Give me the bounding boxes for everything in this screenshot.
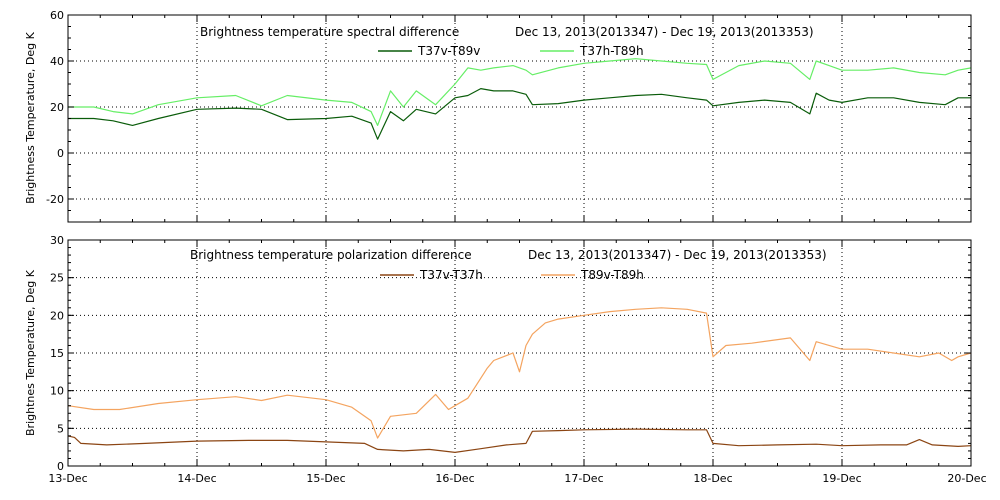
- spectral-plot-frame: [67, 14, 972, 223]
- polarization-legend: T37v-T37h T89v-T89h: [380, 268, 644, 282]
- xtick-label: 16-Dec: [435, 472, 474, 485]
- polarization-grid: [68, 240, 971, 466]
- legend-label-t37h-t89h: T37h-T89h: [579, 44, 644, 58]
- polarization-y-ticks: 0 5 10 15 20 25 30: [50, 234, 972, 473]
- polarization-date-range: Dec 13, 2013(2013347) - Dec 19, 2013(201…: [528, 248, 827, 262]
- polarization-ytick-label: 25: [50, 272, 64, 285]
- polarization-ytick-label: 0: [57, 460, 64, 473]
- x-tick-labels: 13-Dec 14-Dec 15-Dec 16-Dec 17-Dec 18-Dec 19-D…: [48, 472, 986, 485]
- xtick-label: 14-Dec: [177, 472, 216, 485]
- polarization-ytick-label: 10: [50, 385, 64, 398]
- spectral-y-axis-label: Brightness Temperature, Deg K: [24, 31, 37, 203]
- polarization-ytick-label: 15: [50, 347, 64, 360]
- legend-label-t89v-t89h: T89v-T89h: [580, 268, 644, 282]
- spectral-ytick-label: 40: [50, 55, 64, 68]
- xtick-label: 18-Dec: [693, 472, 732, 485]
- polarization-panel: 0 5 10 15 20 25 30 Brightness temperature pola…: [24, 234, 987, 485]
- polarization-plot-frame: [67, 239, 972, 467]
- spectral-legend: T37v-T89v T37h-T89h: [378, 44, 644, 58]
- polarization-series: [67, 307, 972, 453]
- polarization-title: Brightness temperature polarization diff…: [190, 248, 472, 262]
- polarization-ytick-label: 20: [50, 309, 64, 322]
- series-line-t37v-t89v: [68, 87, 971, 140]
- polarization-y-axis-label: Brightnes Temperature, Deg K: [24, 269, 37, 436]
- series-line-t37h-t89h: [68, 58, 972, 127]
- xtick-label: 19-Dec: [822, 472, 861, 485]
- xtick-label: 17-Dec: [564, 472, 603, 485]
- xtick-label: 15-Dec: [306, 472, 345, 485]
- spectral-y-ticks: -20 0 20 40 60: [46, 9, 972, 223]
- spectral-ytick-label: 0: [57, 147, 64, 160]
- spectral-date-range: Dec 13, 2013(2013347) - Dec 19, 2013(201…: [515, 25, 814, 39]
- series-line-t89v-t89h: [67, 307, 972, 439]
- legend-label-t37v-t37h: T37v-T37h: [419, 268, 483, 282]
- series-line-t37v-t37h: [67, 428, 972, 453]
- spectral-grid: [68, 15, 971, 222]
- xtick-label: 20-Dec: [947, 472, 986, 485]
- polarization-ytick-label: 5: [57, 422, 64, 435]
- spectral-series: [68, 58, 972, 140]
- spectral-ytick-label: -20: [46, 193, 64, 206]
- xtick-label: 13-Dec: [48, 472, 87, 485]
- spectral-panel: -20 0 20 40 60 Brightness temperature spectr…: [24, 9, 972, 223]
- polarization-ytick-label: 30: [50, 234, 64, 247]
- spectral-ytick-label: 20: [50, 101, 64, 114]
- spectral-title: Brightness temperature spectral differen…: [200, 25, 459, 39]
- spectral-ytick-label: 60: [50, 9, 64, 22]
- legend-label-t37v-t89v: T37v-T89v: [417, 44, 480, 58]
